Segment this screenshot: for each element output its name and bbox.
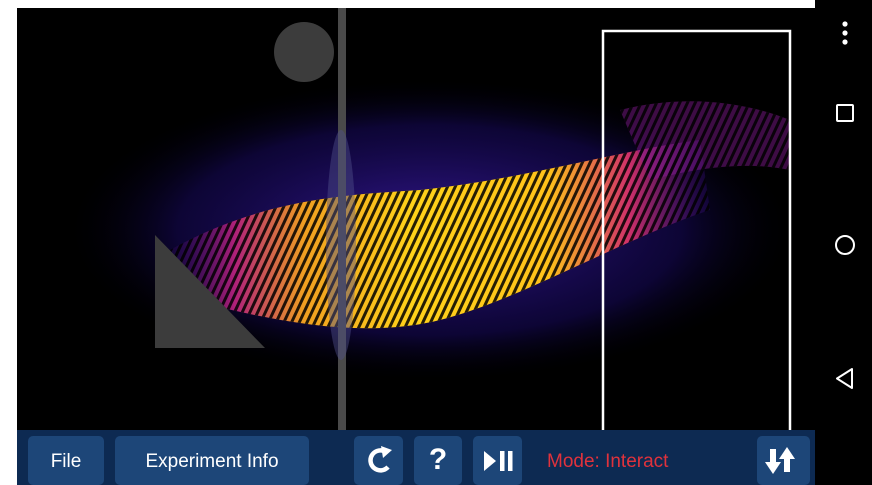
reset-button[interactable] [354,436,403,485]
mode-status[interactable]: Mode: Interact [547,451,669,472]
app-screen: File Experiment Info ? Mode: Interact [0,0,872,485]
help-label: ? [429,443,447,476]
lens[interactable] [326,130,356,360]
navigation-bar [815,0,872,485]
file-button-label: File [51,451,82,472]
toggle-toolbar-button[interactable] [757,436,810,485]
experiment-info-label: Experiment Info [145,451,278,472]
pause-bar [508,451,513,471]
circle-obstacle[interactable] [274,22,334,82]
simulation-view: File Experiment Info ? Mode: Interact [0,0,872,485]
play-pause-button[interactable] [473,436,522,485]
pause-bar [500,451,505,471]
overflow-menu[interactable] [842,21,847,44]
